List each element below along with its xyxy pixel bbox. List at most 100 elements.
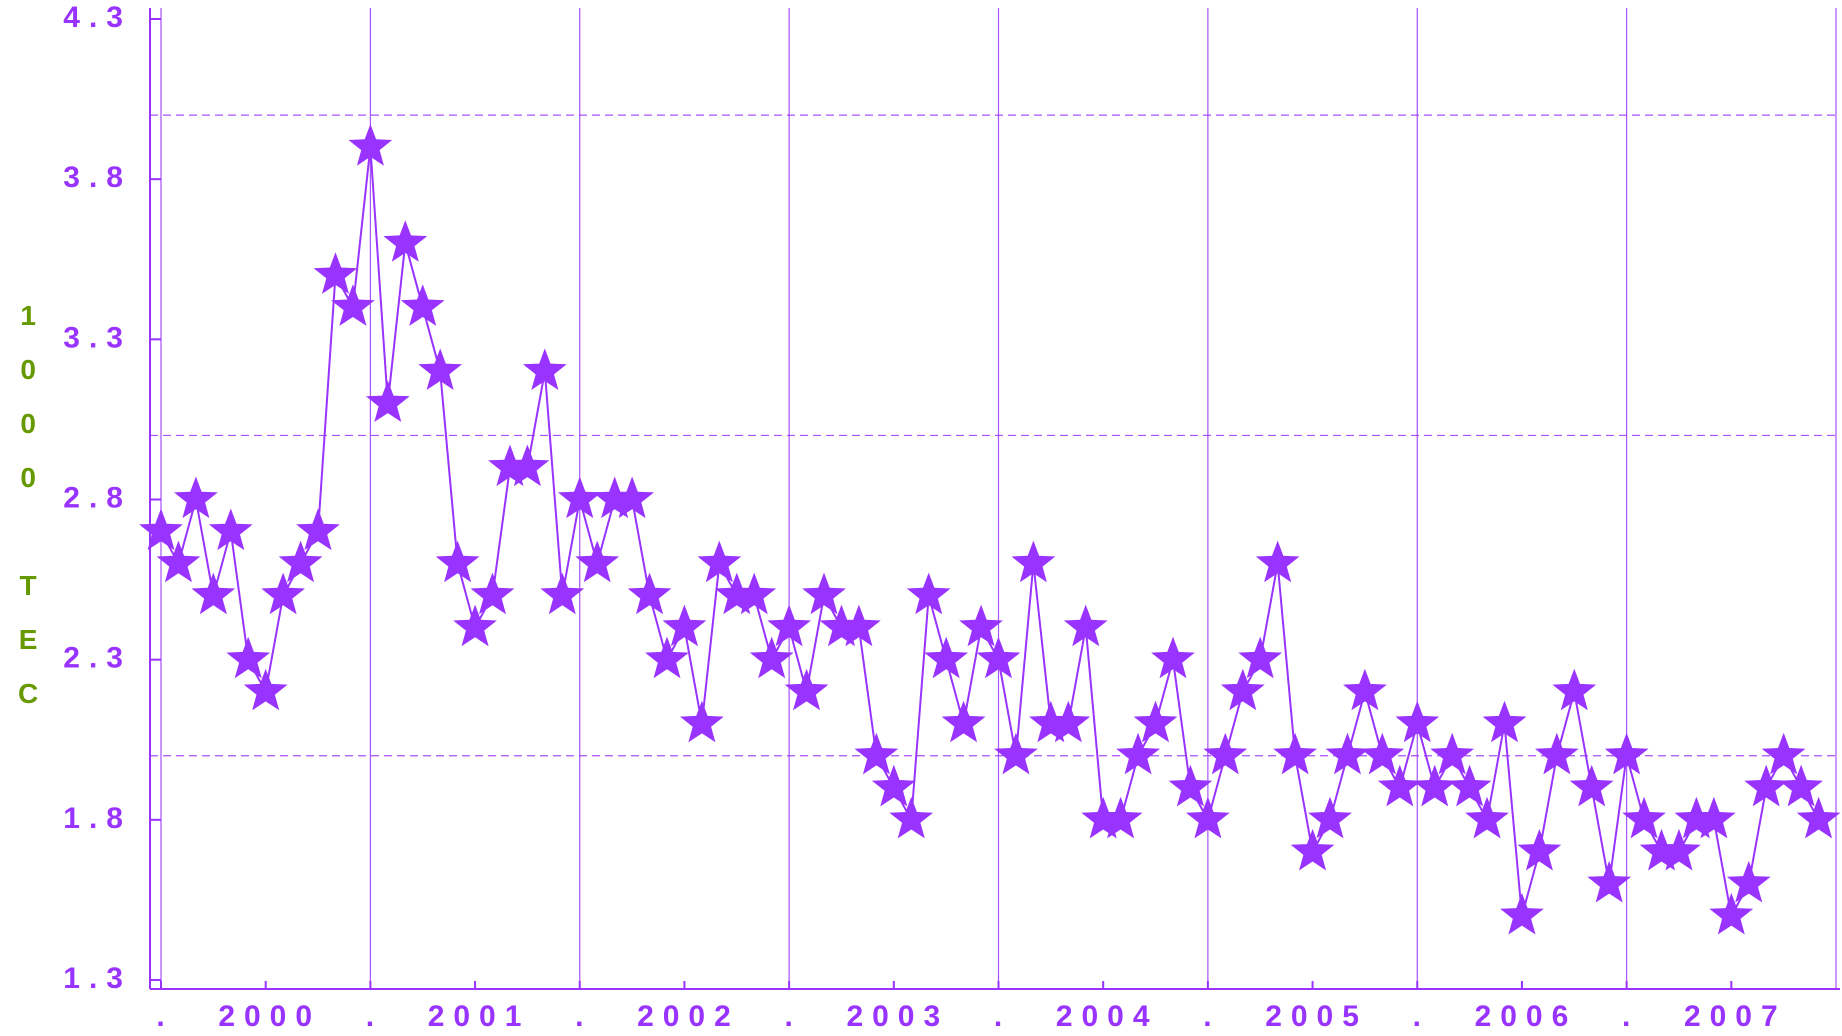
marker [1709, 892, 1754, 935]
marker [889, 796, 934, 839]
x-tick-label: . [1203, 1000, 1220, 1033]
marker [906, 572, 951, 615]
marker [802, 572, 846, 615]
marker [976, 636, 1021, 679]
marker [365, 380, 410, 422]
marker [1098, 796, 1143, 839]
marker [1046, 700, 1091, 743]
marker [1552, 668, 1597, 711]
x-tick-label: . [366, 1000, 383, 1033]
marker [941, 700, 986, 743]
marker [1081, 796, 1126, 839]
marker [1255, 540, 1300, 583]
marker [749, 636, 794, 679]
y-tick-label: 2.3 [63, 642, 132, 675]
y-tick-label: 1.3 [63, 962, 132, 995]
marker [1395, 700, 1440, 743]
marker [1761, 732, 1806, 775]
marker [313, 252, 358, 294]
marker [1779, 764, 1823, 807]
y-axis-label: 1000 TEC [13, 300, 44, 732]
marker [1622, 796, 1666, 839]
marker [784, 668, 829, 711]
marker [871, 764, 916, 807]
marker [1744, 764, 1789, 807]
marker [1308, 796, 1352, 839]
x-tick-label: . [575, 1000, 592, 1033]
marker [383, 220, 428, 262]
marker [243, 668, 288, 711]
marker [1412, 764, 1457, 807]
marker [1569, 764, 1614, 807]
marker [1465, 796, 1509, 839]
marker [592, 476, 637, 519]
marker [732, 572, 777, 615]
marker [767, 604, 811, 647]
marker [505, 444, 550, 487]
marker [1500, 892, 1544, 935]
marker [1377, 764, 1422, 807]
marker [1220, 668, 1265, 711]
marker [1517, 828, 1562, 871]
marker [1238, 636, 1283, 679]
marker [331, 284, 375, 326]
marker [959, 604, 1003, 647]
x-tick-label: 2006 [1475, 1000, 1578, 1033]
marker [575, 540, 620, 583]
marker [470, 572, 515, 615]
marker [837, 604, 881, 647]
marker [1325, 732, 1370, 775]
marker [1587, 860, 1632, 903]
marker [1343, 668, 1387, 711]
marker [488, 444, 532, 487]
marker [1430, 732, 1474, 775]
marker [627, 572, 672, 615]
x-tick-label: 2000 [218, 1000, 321, 1033]
marker [540, 572, 585, 615]
marker [819, 604, 864, 647]
x-tick-label: 2003 [846, 1000, 949, 1033]
marker [697, 540, 742, 583]
marker [680, 700, 724, 743]
marker [523, 348, 567, 390]
marker [610, 476, 654, 519]
marker [645, 636, 689, 679]
marker [453, 604, 497, 647]
x-tick-label: . [1413, 1000, 1430, 1033]
x-tick-label: . [156, 1000, 173, 1033]
marker [1604, 732, 1649, 775]
marker [662, 604, 707, 647]
marker [1168, 764, 1213, 807]
marker [208, 508, 253, 551]
marker [854, 732, 899, 775]
marker [1063, 604, 1108, 647]
marker [1482, 700, 1527, 743]
x-tick-label: . [784, 1000, 801, 1033]
y-tick-label: 4.3 [63, 1, 132, 34]
marker [191, 572, 236, 615]
marker [278, 540, 323, 583]
marker [435, 540, 480, 583]
marker [1116, 732, 1160, 775]
marker [296, 508, 340, 551]
marker [1290, 828, 1335, 871]
marker [1011, 540, 1056, 583]
marker [1186, 796, 1230, 839]
x-tick-label: 2001 [428, 1000, 531, 1033]
marker [1657, 828, 1701, 871]
x-tick-label: . [1622, 1000, 1639, 1033]
marker [418, 348, 462, 390]
y-tick-label: 3.3 [63, 321, 132, 354]
x-tick-label: 2002 [637, 1000, 740, 1033]
marker [1447, 764, 1492, 807]
x-tick-label: 2007 [1684, 1000, 1787, 1033]
marker [714, 572, 759, 615]
marker [1674, 796, 1719, 839]
marker [1360, 732, 1405, 775]
marker [174, 476, 218, 519]
marker [1029, 700, 1073, 743]
y-tick-label: 3.8 [63, 161, 132, 194]
marker [400, 284, 445, 326]
y-tick-label: 1.8 [63, 802, 132, 835]
